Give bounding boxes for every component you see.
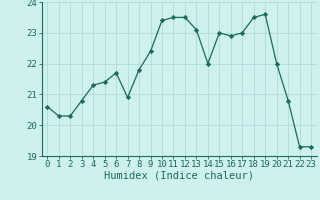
X-axis label: Humidex (Indice chaleur): Humidex (Indice chaleur): [104, 171, 254, 181]
